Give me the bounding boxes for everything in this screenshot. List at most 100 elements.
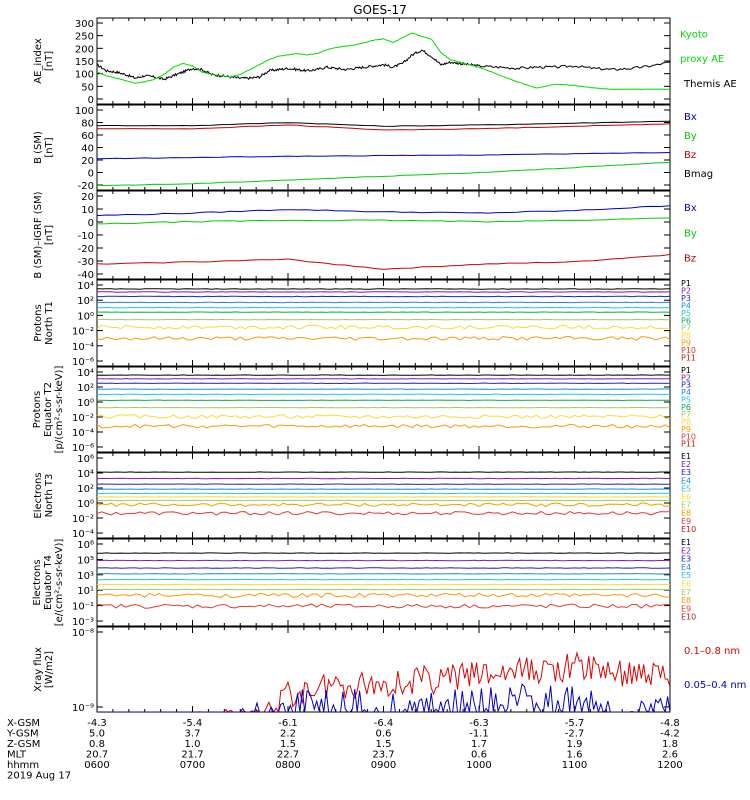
panel-frame <box>96 366 671 453</box>
y-tick-label: 250 <box>75 32 94 43</box>
plot-area <box>97 374 670 429</box>
ephemeris-value: 22.7 <box>277 750 299 761</box>
series-line <box>97 393 670 396</box>
y-tick-label: 10 <box>81 205 94 216</box>
series-line <box>97 406 670 409</box>
ephemeris-value: 20.7 <box>86 750 108 761</box>
legend-item: E10 <box>681 525 696 534</box>
legend-item: proxy AE <box>680 54 724 65</box>
legend-item: E2 <box>681 546 691 555</box>
legend-item: Bz <box>684 150 696 161</box>
panel-frame <box>96 17 671 105</box>
y-tick-label: 10⁻² <box>72 327 94 338</box>
plot-area <box>97 120 670 187</box>
legend-item: P4 <box>681 388 691 397</box>
y-axis-label: B (SM) <box>33 131 44 164</box>
y-tick-label: 60 <box>81 131 94 142</box>
y-axis-label: Xray flux <box>33 647 44 692</box>
ephemeris-value: -4.3 <box>87 718 107 729</box>
legend-item: E2 <box>681 460 691 469</box>
series-line <box>97 295 670 298</box>
ephemeris-value: -4.8 <box>660 718 680 729</box>
ephemeris-value: 0.6 <box>471 750 487 761</box>
y-axis-label: Protons <box>32 391 43 428</box>
series-line <box>97 335 670 341</box>
panel-bdiff: 20 10 0 -10 -20 -30 -40 B (SM)–IGRF (SM) [nT] Bx B… <box>33 190 697 281</box>
ephemeris-value: -5.4 <box>183 718 203 729</box>
y-axis-label: [nT] <box>44 225 55 245</box>
y-tick-label: 10⁻⁶ <box>72 443 94 454</box>
y-tick-label: -20 <box>78 244 94 255</box>
legend-item: E5 <box>681 571 691 580</box>
series-line <box>97 318 670 321</box>
series-line <box>97 32 670 90</box>
y-tick-label: -10 <box>78 231 94 242</box>
y-axis-label: Electrons <box>33 472 44 518</box>
series-line <box>97 254 670 270</box>
y-tick-label: 10⁻⁸ <box>72 628 94 639</box>
ephemeris-value: 0.8 <box>89 739 105 750</box>
legend-item: E3 <box>681 555 691 564</box>
legend-item: P6 <box>681 316 691 325</box>
ephemeris-value: -6.3 <box>469 718 489 729</box>
series-line <box>97 559 670 562</box>
legend-item: E5 <box>681 484 691 493</box>
series-line <box>97 205 670 217</box>
ephemeris-value: 1.9 <box>567 739 583 750</box>
legend-item: P10 <box>681 346 696 355</box>
series-line <box>97 217 670 225</box>
ephemeris-value: 0700 <box>180 760 205 771</box>
series-line <box>97 120 670 127</box>
series-line <box>97 49 670 81</box>
legend-item: P3 <box>681 381 691 390</box>
legend-item: E7 <box>681 501 691 510</box>
ephemeris-value: 1.6 <box>567 750 583 761</box>
legend-item: E7 <box>681 588 691 597</box>
ephemeris-value: 0.6 <box>376 729 392 740</box>
y-tick-label: 10⁻³ <box>72 617 94 628</box>
y-tick-label: 40 <box>81 144 94 155</box>
y-tick-label: 10⁶ <box>77 540 94 551</box>
panel-frame <box>96 190 671 280</box>
ephemeris-value: 1.7 <box>471 739 487 750</box>
y-tick-label: 10⁻² <box>72 514 94 525</box>
y-axis-label: [nT] <box>44 137 55 157</box>
legend-item: P9 <box>681 425 691 434</box>
series-line <box>97 423 670 429</box>
series-line <box>97 324 670 330</box>
ephemeris-label: MLT <box>7 750 27 761</box>
y-tick-label: 10⁻⁴ <box>72 529 94 540</box>
ephemeris-value: 1.0 <box>185 739 201 750</box>
y-axis-label: AE_index <box>33 38 44 84</box>
y-tick-label: 10¹ <box>77 586 94 597</box>
plot-area <box>97 651 670 712</box>
panel-pt1: 10⁴ 10² 10⁰ 10⁻² 10⁻⁴ 10⁻⁶ Protons North T1 P1P2… <box>33 279 696 368</box>
panel-frame <box>96 452 671 539</box>
legend-item: P4 <box>681 301 691 310</box>
plot-area <box>97 552 670 609</box>
y-tick-label: 50 <box>81 82 94 93</box>
y-tick-label: 10² <box>77 383 94 394</box>
y-tick-label: 150 <box>75 57 94 68</box>
legend-item: Bmag <box>684 169 713 180</box>
panel-frame <box>96 538 671 627</box>
y-tick-label: 10⁻⁴ <box>72 428 94 439</box>
y-tick-label: 100 <box>75 70 94 81</box>
y-tick-label: 10² <box>77 484 94 495</box>
series-line <box>97 301 670 304</box>
panel-frame <box>96 279 671 367</box>
ephemeris-value: 3.7 <box>185 729 201 740</box>
y-axis-label: Equator T4 <box>43 555 54 610</box>
legend-item: E9 <box>681 517 691 526</box>
legend-item: Bx <box>684 203 697 214</box>
legend-item: P11 <box>681 440 696 449</box>
series-line <box>97 510 670 516</box>
y-axis-label: [nT] <box>44 51 55 71</box>
y-tick-label: 10⁴ <box>77 368 94 379</box>
date-label: 2019 Aug 17 <box>7 771 71 782</box>
y-tick-label: 0 <box>88 169 94 180</box>
panel-frame <box>96 104 671 191</box>
y-axis-label: North T1 <box>44 301 55 345</box>
y-tick-label: 10⁰ <box>77 311 94 322</box>
